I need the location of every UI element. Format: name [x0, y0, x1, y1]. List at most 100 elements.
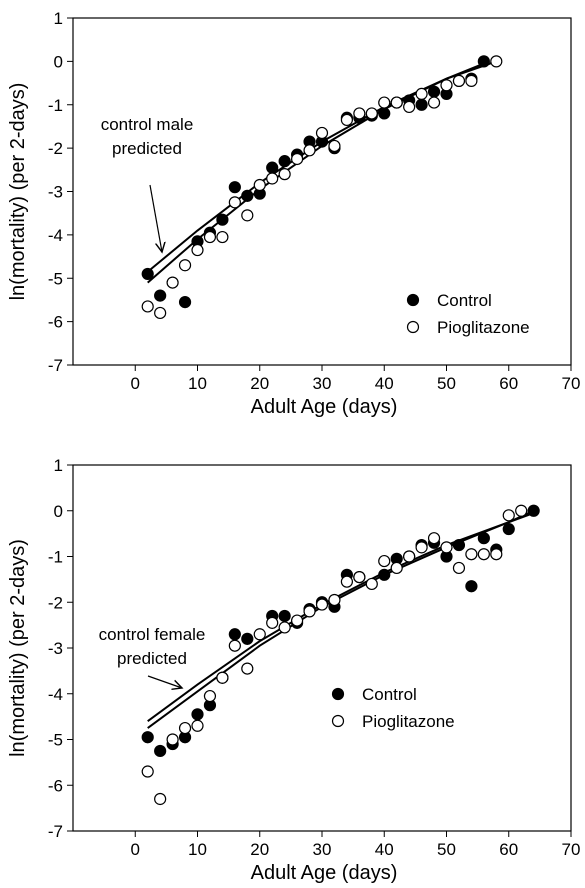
point	[378, 568, 391, 581]
point	[278, 168, 291, 181]
y-tick-label: -6	[48, 776, 63, 795]
legend-label: Control	[437, 291, 492, 310]
point	[253, 178, 266, 192]
point	[465, 580, 478, 593]
point	[502, 509, 515, 522]
point	[403, 550, 416, 563]
point	[315, 126, 329, 140]
point	[365, 577, 378, 591]
legend-label: Pioglitazone	[437, 318, 530, 337]
point	[154, 289, 167, 302]
x-tick-label: 60	[499, 374, 518, 393]
legend-label: Pioglitazone	[362, 712, 455, 731]
y-tick-label: -1	[48, 548, 63, 567]
point	[278, 155, 291, 168]
point	[465, 74, 478, 87]
point	[241, 662, 254, 675]
annotation: control male	[101, 115, 194, 134]
x-tick-label: 70	[562, 840, 581, 859]
point	[216, 213, 229, 226]
x-tick-label: 40	[375, 840, 394, 859]
point	[415, 98, 428, 111]
predicted-line	[147, 509, 535, 729]
y-tick-label: 1	[54, 9, 63, 28]
point	[166, 276, 179, 289]
point	[477, 55, 490, 68]
point	[141, 765, 154, 778]
y-tick-label: -6	[48, 313, 63, 332]
point	[178, 721, 192, 735]
point	[353, 570, 366, 584]
point	[278, 609, 291, 623]
point	[390, 96, 403, 109]
y-tick-label: -2	[48, 593, 63, 612]
point	[228, 628, 241, 641]
y-tick-label: -4	[48, 226, 63, 245]
point	[427, 532, 441, 545]
point	[166, 733, 179, 746]
point	[266, 161, 279, 174]
point	[477, 548, 490, 561]
point	[378, 554, 391, 568]
y-axis-label: ln(mortality) (per 2-days)	[7, 83, 29, 301]
point	[452, 74, 466, 87]
point	[291, 614, 304, 627]
point	[340, 113, 353, 127]
point	[154, 792, 167, 806]
point	[216, 230, 229, 244]
point	[241, 189, 254, 202]
x-tick-label: 20	[250, 374, 269, 393]
point	[378, 107, 391, 120]
y-tick-label: -4	[48, 685, 63, 704]
point	[490, 55, 503, 68]
point	[515, 504, 528, 517]
point	[141, 267, 154, 281]
x-tick-label: 50	[437, 840, 456, 859]
point	[527, 504, 540, 517]
point	[452, 561, 466, 575]
point	[440, 79, 453, 92]
y-tick-label: 0	[54, 502, 63, 521]
legend-marker	[406, 293, 420, 307]
legend-marker	[331, 714, 345, 728]
point	[415, 87, 428, 101]
point	[390, 561, 403, 575]
y-tick-label: 1	[54, 456, 63, 475]
point	[191, 708, 204, 721]
x-tick-label: 50	[437, 374, 456, 393]
point	[241, 632, 254, 645]
legend-label: Control	[362, 685, 417, 704]
annotation-arrow	[149, 184, 162, 252]
point	[216, 671, 229, 684]
point	[203, 689, 217, 703]
x-axis-label: Adult Age (days)	[251, 396, 398, 418]
y-tick-label: -7	[48, 822, 63, 841]
x-tick-label: 10	[188, 374, 207, 393]
point	[365, 107, 378, 120]
point	[490, 548, 503, 561]
point	[427, 96, 441, 109]
point	[141, 300, 154, 313]
point	[502, 522, 515, 536]
point	[228, 196, 241, 209]
annotation: control female	[99, 625, 206, 644]
point	[178, 259, 192, 272]
point	[303, 605, 316, 618]
x-tick-label: 30	[313, 840, 332, 859]
annotation: predicted	[112, 139, 182, 158]
point	[328, 139, 341, 153]
point	[340, 575, 353, 588]
legend-marker	[331, 687, 345, 701]
y-tick-label: 0	[54, 52, 63, 71]
point	[266, 172, 279, 185]
y-tick-label: -3	[48, 183, 63, 202]
x-axis-label: Adult Age (days)	[251, 862, 398, 884]
annotation-arrow	[147, 675, 182, 688]
point	[266, 616, 279, 629]
point	[353, 107, 366, 120]
point	[203, 230, 217, 244]
point	[253, 628, 266, 641]
x-tick-label: 0	[131, 840, 140, 859]
y-tick-label: -5	[48, 731, 63, 750]
